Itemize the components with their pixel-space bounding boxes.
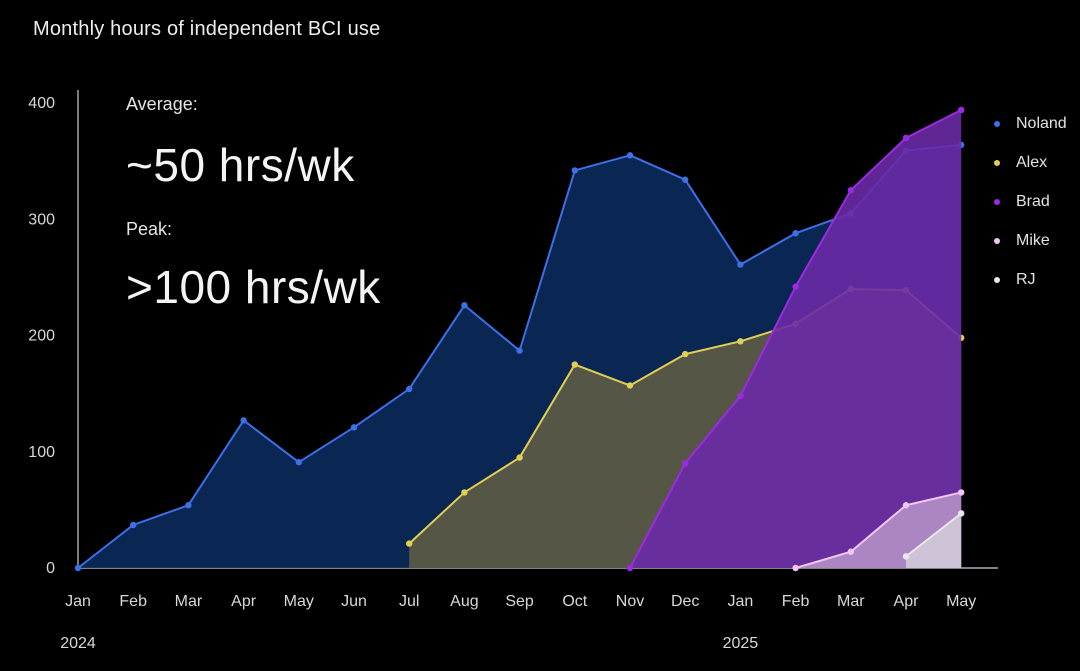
y-tick-label: 0 — [46, 560, 55, 577]
year-label: 2025 — [723, 635, 759, 652]
point-noland — [571, 167, 578, 174]
point-noland — [626, 152, 634, 159]
point-noland — [737, 261, 744, 268]
y-tick-label: 400 — [28, 95, 55, 112]
legend-label-rj: RJ — [1016, 270, 1036, 288]
point-alex — [682, 350, 689, 358]
legend-dot-mike — [994, 237, 1000, 244]
average-value: ~50 hrs/wk — [126, 139, 355, 191]
y-tick-label: 200 — [28, 328, 55, 345]
point-noland — [406, 385, 413, 393]
legend-dot-alex — [994, 159, 1000, 166]
point-mike — [902, 502, 910, 509]
point-noland — [185, 502, 192, 509]
x-tick-label: Oct — [562, 593, 587, 610]
legend-label-noland: Noland — [1016, 114, 1067, 132]
point-brad — [847, 186, 854, 194]
point-noland — [516, 347, 523, 354]
legend-dot-rj — [994, 276, 1000, 283]
x-tick-label: Aug — [450, 593, 478, 610]
legend-dot-noland — [994, 120, 1000, 127]
area-brad — [630, 109, 962, 568]
legend-label-alex: Alex — [1016, 153, 1048, 171]
legend-label-brad: Brad — [1016, 192, 1050, 210]
point-noland — [792, 230, 799, 237]
legend-dot-brad — [994, 198, 1000, 205]
point-noland — [74, 564, 82, 572]
x-tick-label: Mar — [175, 593, 203, 610]
peak-label: Peak: — [126, 219, 173, 239]
line-mike — [795, 491, 962, 569]
legend-item-brad[interactable]: Brad — [994, 182, 1067, 221]
x-tick-label: Feb — [119, 593, 147, 610]
chart-title: Monthly hours of independent BCI use — [33, 18, 381, 40]
point-brad — [902, 134, 910, 142]
point-rj — [958, 510, 965, 517]
point-alex — [626, 382, 634, 389]
point-brad — [682, 460, 689, 467]
y-tick-label: 100 — [28, 444, 55, 461]
x-tick-label: Apr — [894, 593, 920, 610]
line-rj — [905, 512, 962, 558]
peak-value: >100 hrs/wk — [126, 261, 381, 313]
point-mike — [792, 564, 799, 572]
point-noland — [461, 302, 468, 309]
legend-item-mike[interactable]: Mike — [994, 221, 1067, 260]
legend-item-noland[interactable]: Noland — [994, 104, 1067, 143]
legend-item-rj[interactable]: RJ — [994, 260, 1067, 299]
x-tick-label: May — [946, 593, 976, 610]
point-rj — [902, 553, 910, 560]
x-tick-label: Nov — [616, 593, 644, 610]
year-label: 2024 — [60, 635, 96, 652]
x-tick-label: Feb — [782, 593, 810, 610]
point-alex — [406, 540, 413, 547]
point-mike — [958, 489, 965, 496]
x-tick-label: Jul — [399, 593, 419, 610]
point-brad — [792, 283, 799, 290]
y-tick-label: 300 — [28, 211, 55, 228]
point-alex — [516, 454, 523, 461]
point-mike — [847, 548, 854, 555]
point-alex — [461, 489, 468, 496]
x-tick-label: May — [284, 593, 314, 610]
point-alex — [737, 338, 744, 345]
point-noland — [682, 176, 689, 183]
average-label: Average: — [126, 94, 198, 114]
legend-item-alex[interactable]: Alex — [994, 143, 1067, 182]
point-brad — [626, 564, 634, 572]
point-brad — [958, 106, 965, 114]
legend: Noland Alex Brad Mike RJ — [994, 104, 1067, 299]
point-noland — [350, 424, 358, 431]
x-tick-label: Mar — [837, 593, 865, 610]
point-alex — [571, 361, 578, 368]
legend-label-mike: Mike — [1016, 231, 1050, 249]
x-tick-label: Jan — [65, 593, 91, 610]
point-noland — [240, 417, 247, 424]
x-tick-label: Jan — [728, 593, 754, 610]
x-tick-label: Sep — [505, 593, 534, 610]
x-tick-label: Apr — [231, 593, 257, 610]
point-brad — [737, 392, 744, 400]
point-noland — [295, 459, 302, 466]
point-noland — [130, 521, 137, 529]
x-tick-label: Jun — [341, 593, 367, 610]
area-rj — [906, 513, 962, 568]
x-tick-label: Dec — [671, 593, 699, 610]
